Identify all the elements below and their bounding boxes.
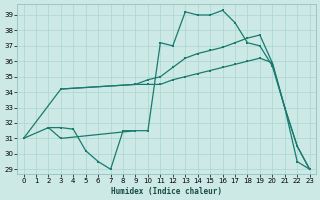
X-axis label: Humidex (Indice chaleur): Humidex (Indice chaleur): [111, 187, 222, 196]
